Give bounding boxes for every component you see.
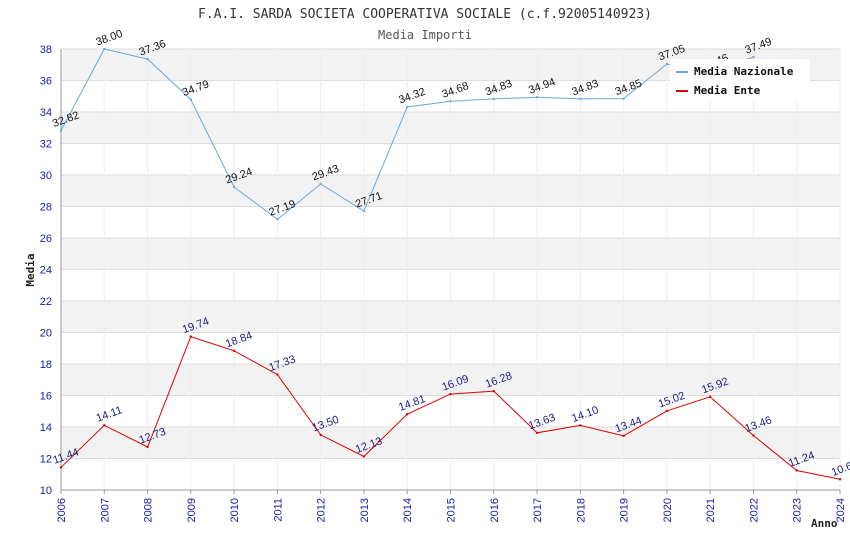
- legend-label-media-ente: Media Ente: [694, 84, 761, 97]
- series-0-point: [449, 100, 452, 103]
- data-label: 34.79: [181, 78, 211, 99]
- series-0-point: [406, 105, 409, 109]
- series-0-point: [232, 185, 236, 189]
- series-1-point: [535, 431, 539, 435]
- series-1-point: [406, 413, 409, 416]
- y-tick-label: 28: [40, 202, 52, 214]
- y-tick-label: 14: [40, 422, 52, 434]
- x-tick-label: 2014: [402, 498, 414, 522]
- series-1-point: [622, 434, 625, 438]
- series-0-point: [665, 62, 669, 66]
- x-tick-label: 2017: [532, 498, 544, 522]
- data-label: 38.00: [94, 28, 124, 49]
- x-tick-label: 2010: [229, 498, 241, 522]
- data-label: 14.81: [397, 393, 427, 414]
- y-tick-label: 34: [40, 107, 52, 119]
- x-tick-label: 2009: [186, 498, 198, 522]
- series-1-point: [665, 409, 669, 413]
- y-tick-label: 12: [40, 454, 52, 466]
- y-tick-label: 30: [40, 170, 52, 182]
- series-1-point: [449, 392, 452, 396]
- series-0-point: [103, 47, 106, 51]
- series-0-point: [492, 97, 495, 101]
- x-tick-label: 2015: [446, 498, 458, 522]
- y-tick-label: 10: [40, 485, 52, 497]
- data-label: 34.32: [397, 86, 427, 107]
- series-0-point: [189, 98, 193, 101]
- x-tick-label: 2012: [316, 498, 328, 522]
- x-tick-label: 2019: [619, 498, 631, 522]
- series-1-point: [838, 478, 842, 481]
- data-label: 14.11: [95, 404, 124, 424]
- y-tick-label: 26: [40, 233, 52, 245]
- series-1-point: [103, 424, 106, 427]
- series-layer: [59, 47, 842, 481]
- series-1-point: [579, 424, 582, 427]
- x-tick-label: 2022: [748, 498, 760, 522]
- series-1-point: [189, 335, 193, 338]
- x-tick-label: 2006: [56, 498, 68, 522]
- y-tick-label: 22: [40, 296, 52, 308]
- series-1-point: [752, 434, 755, 437]
- data-label: 14.10: [570, 404, 600, 425]
- series-0-point: [622, 97, 625, 100]
- series-0-point: [362, 209, 366, 213]
- series-0-point: [59, 129, 63, 132]
- chart-subtitle: Media Importi: [378, 28, 472, 42]
- legend-box: [670, 59, 810, 101]
- x-tick-label: 2020: [662, 498, 674, 522]
- series-1-point: [59, 466, 63, 469]
- series-1-point: [795, 469, 798, 472]
- x-tick-label: 2013: [359, 498, 371, 522]
- y-tick-label: 38: [40, 44, 52, 56]
- x-axis-ticks: 2006 2007 2008 2009 2010 2011 2012 2013 2014 2015…: [56, 490, 847, 522]
- x-tick-label: 2021: [705, 498, 717, 522]
- series-0-point: [752, 55, 755, 59]
- y-axis-label: Media: [24, 253, 37, 286]
- series-1-point: [146, 445, 149, 449]
- x-tick-label: 2016: [489, 498, 501, 522]
- y-axis-ticks: 10 12 14 16 18 20 22 24 26 28 30 32 34 36 38: [40, 44, 52, 497]
- x-tick-label: 2023: [792, 498, 804, 522]
- legend: Media Nazionale Media Ente: [670, 59, 810, 101]
- series-1-point: [362, 455, 366, 458]
- y-tick-label: 20: [40, 328, 52, 340]
- y-tick-label: 32: [40, 139, 52, 151]
- series-1-point: [492, 389, 495, 393]
- series-0-point: [146, 57, 149, 61]
- x-tick-label: 2011: [272, 498, 284, 522]
- series-1-point: [708, 395, 712, 398]
- y-tick-label: 36: [40, 76, 52, 88]
- data-label: 34.68: [440, 80, 470, 101]
- x-tick-label: 2018: [575, 498, 587, 522]
- series-0-point: [319, 182, 322, 186]
- y-tick-label: 24: [40, 265, 52, 277]
- series-0-point: [276, 218, 279, 221]
- series-0-point: [579, 97, 582, 101]
- x-tick-label: 2008: [143, 498, 155, 522]
- legend-label-media-nazionale: Media Nazionale: [694, 65, 794, 78]
- y-tick-label: 16: [40, 391, 52, 403]
- series-1-point: [319, 433, 322, 437]
- y-tick-label: 18: [40, 359, 52, 371]
- series-1-point: [232, 349, 236, 352]
- series-1-point: [276, 373, 279, 376]
- data-label: 11.44: [51, 446, 80, 466]
- series-0-point: [535, 95, 539, 99]
- x-axis-label: Anno: [811, 517, 838, 530]
- x-tick-label: 2024: [835, 498, 847, 522]
- x-tick-label: 2007: [99, 498, 111, 522]
- chart-title: F.A.I. SARDA SOCIETA COOPERATIVA SOCIALE…: [198, 7, 652, 22]
